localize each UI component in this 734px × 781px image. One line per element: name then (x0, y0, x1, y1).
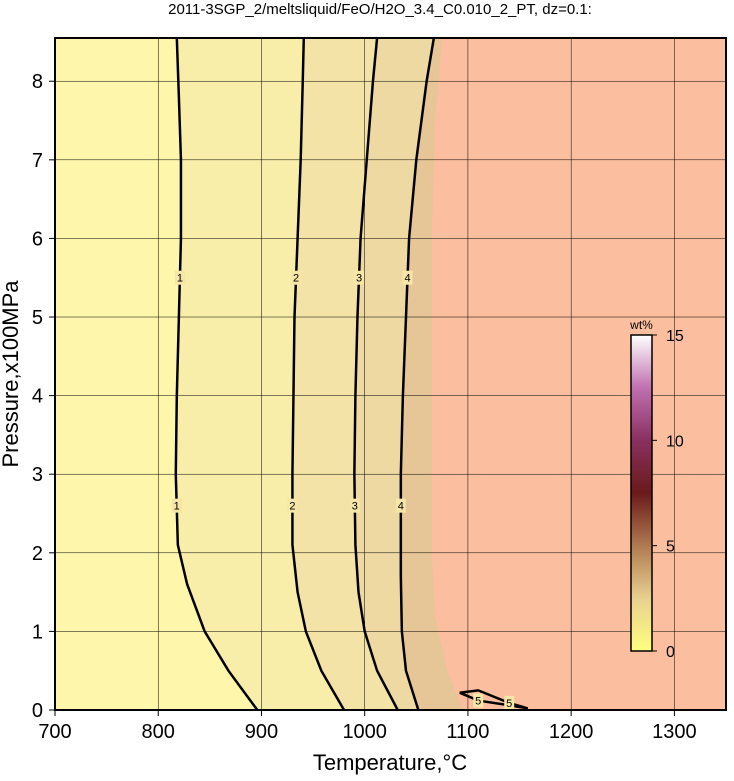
contour-label: 2 (289, 501, 295, 513)
contour-line (291, 38, 346, 710)
x-axis-label: Temperature,°C (313, 750, 467, 775)
contour-label: 3 (352, 501, 358, 513)
x-tick-label: 1300 (652, 721, 697, 743)
contour-label: 4 (398, 501, 404, 513)
contour-label-bg (402, 270, 413, 285)
y-tick-label: 7 (32, 150, 43, 172)
contour-label: 5 (475, 696, 481, 708)
y-axis-label: Pressure,x100MPa (0, 280, 23, 468)
contour-label-bg (395, 498, 406, 513)
contour-label: 4 (404, 273, 410, 285)
contour-label-bg (174, 270, 185, 285)
contour-label: 3 (356, 273, 362, 285)
x-tick-label: 900 (245, 721, 278, 743)
colorbar (630, 334, 653, 652)
contour-label-bg (291, 270, 302, 285)
contour-line (353, 38, 399, 710)
y-tick-label: 0 (32, 700, 43, 722)
contour-label-bg (473, 693, 484, 708)
y-tick-label: 8 (32, 71, 43, 93)
x-tick-label: 1000 (342, 721, 387, 743)
plot-frame (54, 37, 727, 711)
x-tick-label: 700 (38, 721, 71, 743)
contour-label-bg (504, 695, 515, 710)
chart-title: 2011-3SGP_2/meltsliquid/FeO/H2O_3.4_C0.0… (168, 1, 592, 18)
y-tick-label: 1 (32, 621, 43, 643)
y-tick-label: 5 (32, 307, 43, 329)
contour-label-bg (171, 498, 182, 513)
contour-label-bg (287, 498, 298, 513)
plot-area: 1 1 2 2 3 3 4 4 5 5 (55, 38, 726, 710)
region-fill (55, 38, 258, 710)
contour-label-bg (354, 270, 365, 285)
y-tick-label: 2 (32, 543, 43, 565)
contour-line (174, 38, 259, 710)
y-tick-label: 6 (32, 228, 43, 250)
contour-label: 1 (174, 501, 180, 513)
x-tick-label: 1100 (446, 721, 489, 743)
y-tick-label: 3 (32, 464, 43, 486)
colorbar-tick-label: 5 (666, 539, 675, 556)
colorbar-tick-label: 0 (666, 644, 675, 661)
colorbar-tick-label: 10 (666, 433, 684, 450)
contour-label-bg (349, 498, 360, 513)
x-tick-label: 1200 (549, 721, 594, 743)
y-tick-label: 4 (32, 386, 43, 408)
x-tick-label: 800 (142, 721, 175, 743)
contour-label: 2 (293, 273, 299, 285)
colorbar-tick-label: 15 (666, 328, 684, 345)
contour-label: 1 (177, 273, 183, 285)
axes: 700 800 900 1000 1100 1200 1300012345678051015… (32, 37, 727, 743)
contour-label: 5 (506, 698, 512, 710)
colorbar-label: wt% (629, 318, 653, 332)
